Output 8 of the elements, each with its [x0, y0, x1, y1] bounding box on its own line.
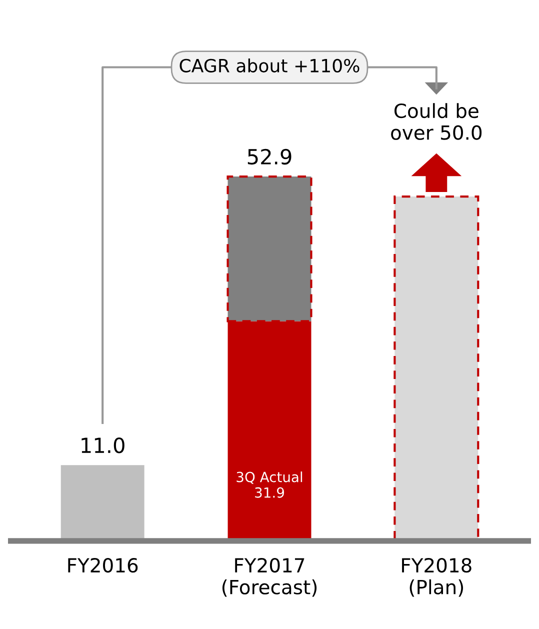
x-tick-label: FY2017 (Forecast) [222, 558, 317, 597]
data-label: 3Q Actual 31.9 [236, 472, 302, 498]
x-tick-label: FY2016 [68, 558, 138, 573]
total-label: 52.9 [248, 148, 292, 165]
text: CAGR about +110% [180, 58, 360, 72]
total-label: 11.0 [82, 437, 124, 454]
annotation: Could be over 50.0 [391, 103, 482, 140]
x-tick-label: FY2018 (Plan) [402, 558, 472, 597]
